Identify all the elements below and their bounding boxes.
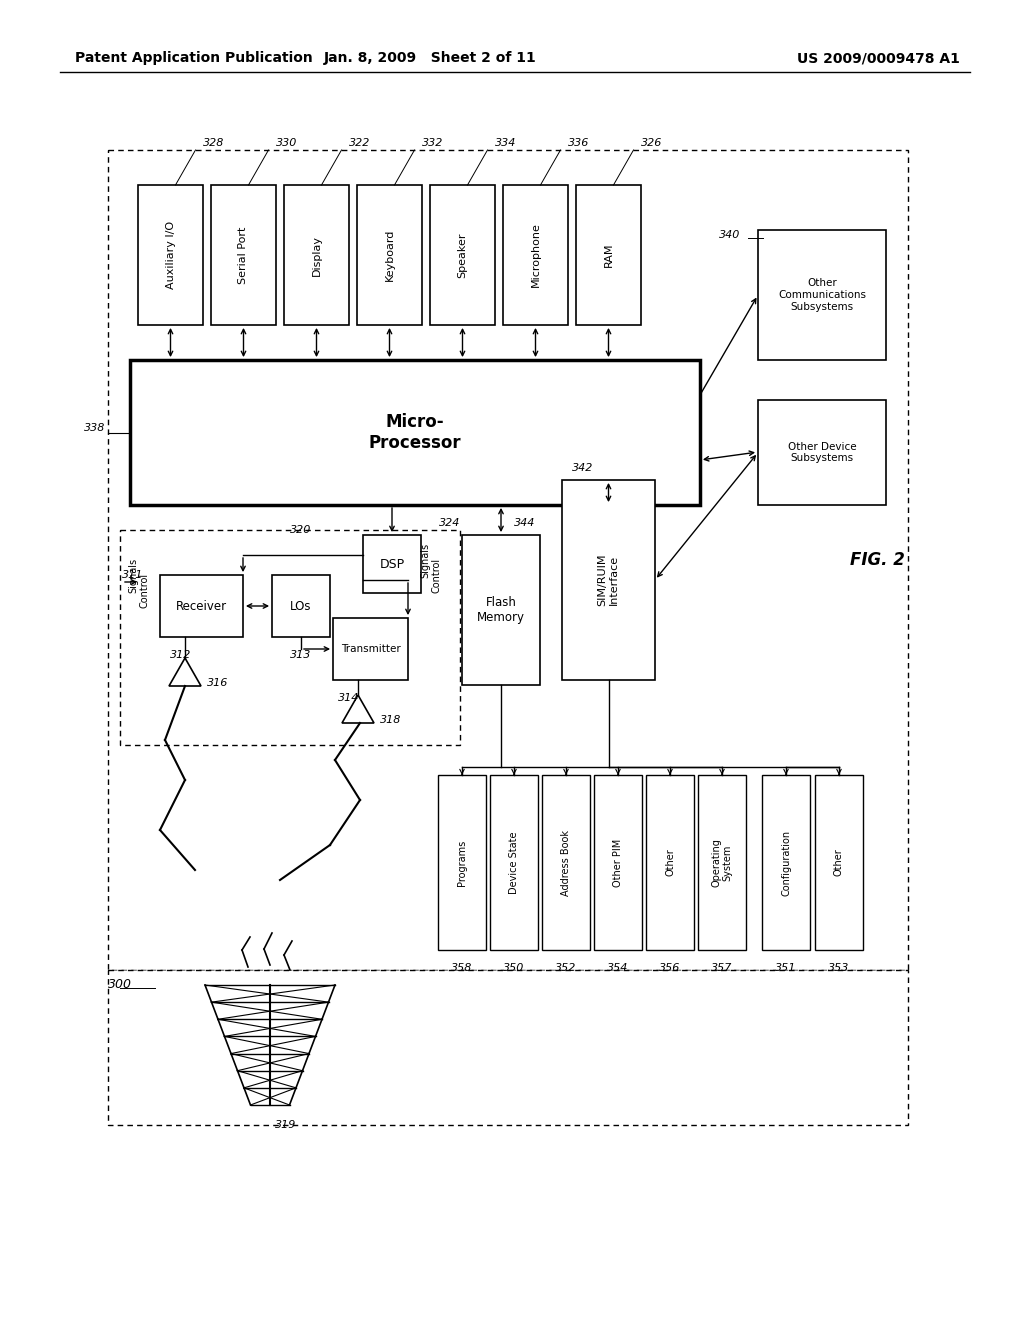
Text: 313: 313 bbox=[291, 649, 311, 660]
Text: Microphone: Microphone bbox=[530, 223, 541, 288]
Text: RAM: RAM bbox=[603, 243, 613, 267]
Text: Other Device
Subsystems: Other Device Subsystems bbox=[787, 442, 856, 463]
Text: Other PIM: Other PIM bbox=[613, 838, 623, 887]
Bar bbox=[284, 185, 349, 325]
Text: 357: 357 bbox=[712, 964, 733, 973]
Bar bbox=[758, 400, 886, 506]
Bar bbox=[646, 775, 694, 950]
Bar bbox=[120, 531, 460, 744]
Text: DSP: DSP bbox=[380, 557, 404, 570]
Text: 344: 344 bbox=[514, 517, 535, 528]
Text: FIG. 2: FIG. 2 bbox=[850, 550, 905, 569]
Bar bbox=[160, 576, 243, 638]
Text: 332: 332 bbox=[422, 139, 442, 148]
Text: 352: 352 bbox=[555, 964, 577, 973]
Text: SIM/RUIM
Interface: SIM/RUIM Interface bbox=[598, 554, 620, 606]
Bar bbox=[698, 775, 746, 950]
Bar bbox=[211, 185, 276, 325]
Text: Flash
Memory: Flash Memory bbox=[477, 597, 525, 624]
Text: Auxiliary I/O: Auxiliary I/O bbox=[166, 220, 175, 289]
Bar bbox=[438, 775, 486, 950]
Text: 316: 316 bbox=[207, 678, 228, 688]
Text: Display: Display bbox=[311, 235, 322, 276]
Text: Signals: Signals bbox=[128, 557, 138, 593]
Text: Device State: Device State bbox=[509, 832, 519, 894]
Text: 314: 314 bbox=[338, 693, 359, 704]
Text: 312: 312 bbox=[170, 649, 191, 660]
Text: 354: 354 bbox=[607, 964, 629, 973]
Text: 336: 336 bbox=[567, 139, 589, 148]
Bar bbox=[762, 775, 810, 950]
Text: 358: 358 bbox=[452, 964, 473, 973]
Bar bbox=[138, 185, 203, 325]
Text: Transmitter: Transmitter bbox=[341, 644, 400, 653]
Bar bbox=[333, 618, 408, 680]
Text: Programs: Programs bbox=[457, 840, 467, 886]
Text: 318: 318 bbox=[380, 715, 401, 725]
Text: Jan. 8, 2009   Sheet 2 of 11: Jan. 8, 2009 Sheet 2 of 11 bbox=[324, 51, 537, 65]
Text: 328: 328 bbox=[203, 139, 224, 148]
Bar bbox=[430, 185, 495, 325]
Bar bbox=[462, 535, 540, 685]
Bar bbox=[575, 185, 641, 325]
Bar bbox=[562, 480, 655, 680]
Text: LOs: LOs bbox=[290, 599, 311, 612]
Bar bbox=[594, 775, 642, 950]
Text: 330: 330 bbox=[275, 139, 297, 148]
Text: 356: 356 bbox=[659, 964, 681, 973]
Text: Configuration: Configuration bbox=[781, 829, 791, 895]
Bar bbox=[815, 775, 863, 950]
Bar bbox=[108, 970, 908, 1125]
Text: Keyboard: Keyboard bbox=[384, 228, 394, 281]
Bar bbox=[503, 185, 568, 325]
Text: 324: 324 bbox=[439, 517, 461, 528]
Bar bbox=[758, 230, 886, 360]
Text: 353: 353 bbox=[828, 964, 850, 973]
Bar bbox=[130, 360, 700, 506]
Text: 334: 334 bbox=[495, 139, 516, 148]
Text: 340: 340 bbox=[719, 230, 740, 240]
Text: Control: Control bbox=[140, 573, 150, 607]
Text: Signals: Signals bbox=[420, 543, 430, 578]
Text: 350: 350 bbox=[504, 964, 524, 973]
Text: 338: 338 bbox=[84, 422, 105, 433]
Bar bbox=[490, 775, 538, 950]
Bar bbox=[108, 150, 908, 970]
Text: Control: Control bbox=[432, 557, 442, 593]
Text: Serial Port: Serial Port bbox=[239, 226, 249, 284]
Text: 351: 351 bbox=[775, 964, 797, 973]
Text: Other
Communications
Subsystems: Other Communications Subsystems bbox=[778, 279, 866, 312]
Text: 300: 300 bbox=[108, 978, 132, 991]
Text: Other: Other bbox=[665, 849, 675, 876]
Bar bbox=[362, 535, 421, 593]
Bar bbox=[542, 775, 590, 950]
Bar bbox=[357, 185, 422, 325]
Text: Speaker: Speaker bbox=[458, 232, 468, 277]
Text: 322: 322 bbox=[348, 139, 370, 148]
Text: US 2009/0009478 A1: US 2009/0009478 A1 bbox=[797, 51, 961, 65]
Bar bbox=[272, 576, 330, 638]
Text: Patent Application Publication: Patent Application Publication bbox=[75, 51, 312, 65]
Text: 319: 319 bbox=[275, 1119, 296, 1130]
Text: Operating
System: Operating System bbox=[712, 838, 733, 887]
Text: 311: 311 bbox=[122, 570, 143, 579]
Text: Receiver: Receiver bbox=[176, 599, 227, 612]
Text: 326: 326 bbox=[640, 139, 662, 148]
Text: Address Book: Address Book bbox=[561, 829, 571, 895]
Text: 320: 320 bbox=[290, 525, 311, 535]
Text: 342: 342 bbox=[572, 463, 593, 473]
Text: Micro-
Processor: Micro- Processor bbox=[369, 413, 462, 451]
Text: Other: Other bbox=[834, 849, 844, 876]
